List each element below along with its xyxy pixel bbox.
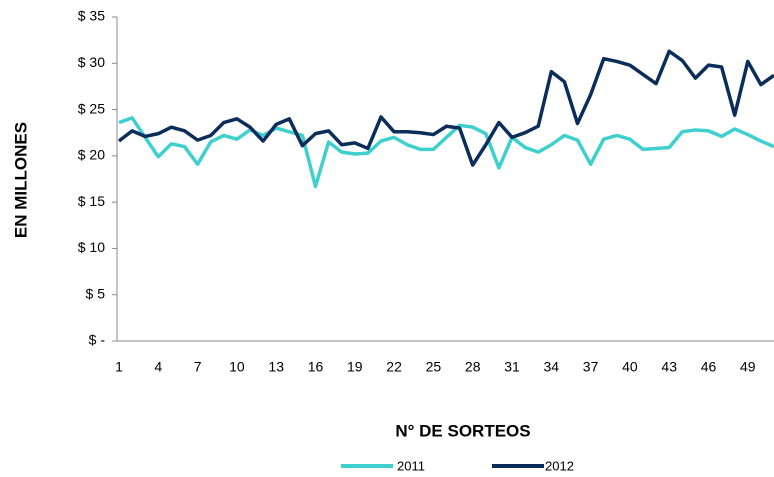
x-tick-label: 22 <box>386 359 402 375</box>
x-tick-label: 4 <box>154 359 162 375</box>
y-tick-label: $ 30 <box>78 54 105 70</box>
x-tick-label: 7 <box>194 359 202 375</box>
legend-label: 2012 <box>545 458 574 473</box>
y-tick-label: $ 20 <box>78 147 105 163</box>
x-tick-label: 40 <box>622 359 638 375</box>
series-line <box>117 49 774 167</box>
x-tick-label: 10 <box>229 359 245 375</box>
x-tick-label: 37 <box>583 359 599 375</box>
y-tick-label: $ 10 <box>78 239 105 255</box>
x-tick-label: 19 <box>347 359 363 375</box>
y-tick-label: $ - <box>89 332 106 348</box>
y-axis-title: EN MILLONES <box>11 122 30 238</box>
y-tick-label: $ 5 <box>86 285 106 301</box>
y-tick-label: $ 15 <box>78 193 105 209</box>
x-tick-label: 31 <box>504 359 520 375</box>
x-tick-label: 49 <box>740 359 756 375</box>
x-tick-label: 34 <box>544 359 560 375</box>
x-tick-label: 46 <box>701 359 717 375</box>
x-tick-label: 28 <box>465 359 481 375</box>
x-tick-label: 25 <box>426 359 442 375</box>
x-tick-label: 1 <box>115 359 123 375</box>
x-tick-label: 13 <box>268 359 284 375</box>
y-tick-label: $ 25 <box>78 100 105 116</box>
legend-label: 2011 <box>397 458 425 473</box>
y-tick-label: $ 35 <box>78 8 105 24</box>
x-axis-title: N° DE SORTEOS <box>395 421 530 440</box>
x-tick-label: 43 <box>661 359 677 375</box>
x-tick-label: 16 <box>308 359 324 375</box>
series-line <box>118 116 774 189</box>
